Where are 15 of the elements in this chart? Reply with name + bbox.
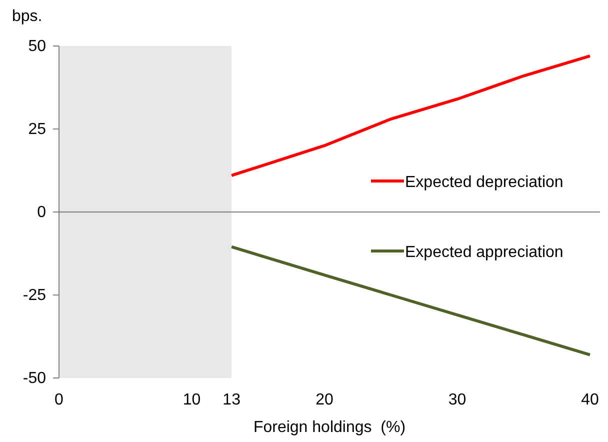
x-tick-label: 13 (222, 391, 241, 408)
legend-label: Expected depreciation (405, 174, 564, 191)
y-tick-label: 50 (28, 38, 46, 56)
x-tick-label: 30 (448, 391, 466, 408)
x-axis-title: Foreign holdings (%) (253, 419, 406, 436)
y-tick-label: 0 (37, 204, 46, 222)
y-tick-label: -50 (22, 370, 46, 388)
x-tick-label: 0 (54, 391, 64, 408)
x-tick-label: 20 (316, 391, 334, 408)
y-tick-label: 25 (28, 121, 46, 138)
legend-label: Expected appreciation (405, 244, 564, 261)
y-tick-label: -25 (22, 287, 46, 304)
x-tick-label: 40 (581, 391, 599, 408)
x-tick-label: 10 (182, 391, 201, 408)
y-axis-title: bps. (12, 8, 42, 25)
